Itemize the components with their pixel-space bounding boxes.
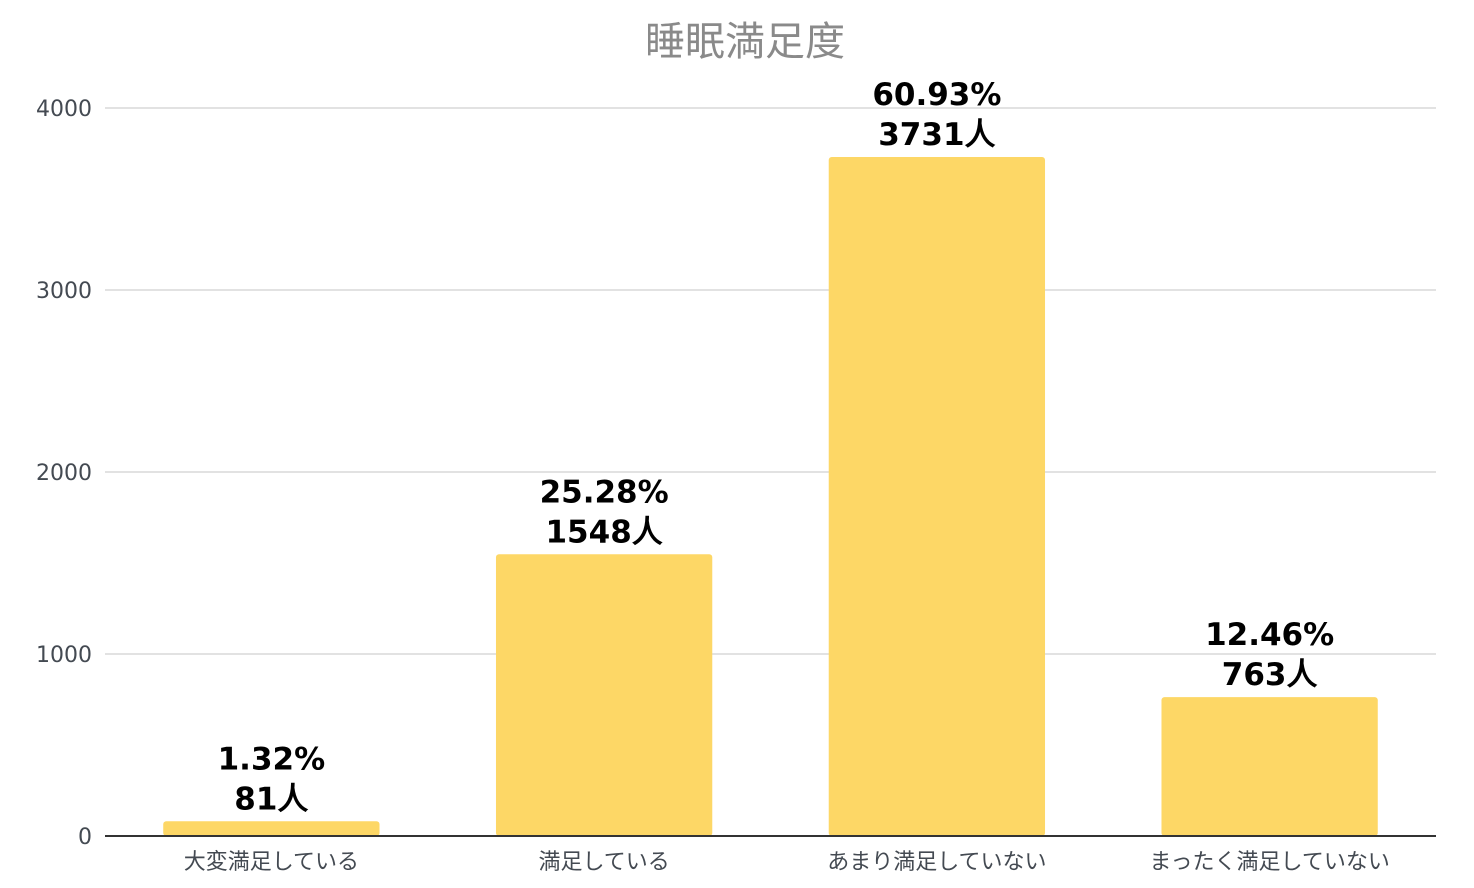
data-labels: 1.32% 81人 25.28% 1548人 60.93% 3731人 12.46% 763人	[218, 77, 1335, 817]
y-tick-label: 2000	[36, 461, 92, 486]
data-label-percent: 25.28%	[540, 474, 669, 510]
y-tick-label: 3000	[36, 279, 92, 304]
x-tick-label: まったく満足していない	[1149, 850, 1389, 875]
x-tick-label: あまり満足していない	[827, 850, 1046, 875]
x-axis-ticks: 大変満足している 満足している あまり満足していない まったく満足していない	[184, 850, 1390, 875]
bar	[828, 156, 1046, 836]
y-axis-ticks: 0 1000 2000 3000 4000	[36, 97, 92, 850]
data-label-count: 1548人	[545, 514, 662, 550]
data-label-count: 763人	[1222, 657, 1318, 693]
y-tick-label: 4000	[36, 97, 92, 122]
data-label-percent: 60.93%	[872, 77, 1001, 113]
bar	[163, 821, 380, 836]
x-tick-label: 満足している	[538, 850, 669, 875]
x-tick-label: 大変満足している	[184, 850, 359, 875]
data-label-percent: 12.46%	[1205, 617, 1334, 653]
y-tick-label: 0	[78, 825, 92, 850]
data-label-count: 81人	[234, 781, 308, 817]
bar	[495, 554, 713, 836]
data-label-count: 3731人	[878, 117, 995, 153]
data-label-percent: 1.32%	[218, 741, 326, 777]
gridlines	[105, 107, 1436, 655]
bars	[163, 156, 1378, 836]
y-tick-label: 1000	[36, 643, 92, 668]
chart-title: 睡眠満足度	[645, 19, 845, 65]
bar	[1161, 697, 1378, 836]
